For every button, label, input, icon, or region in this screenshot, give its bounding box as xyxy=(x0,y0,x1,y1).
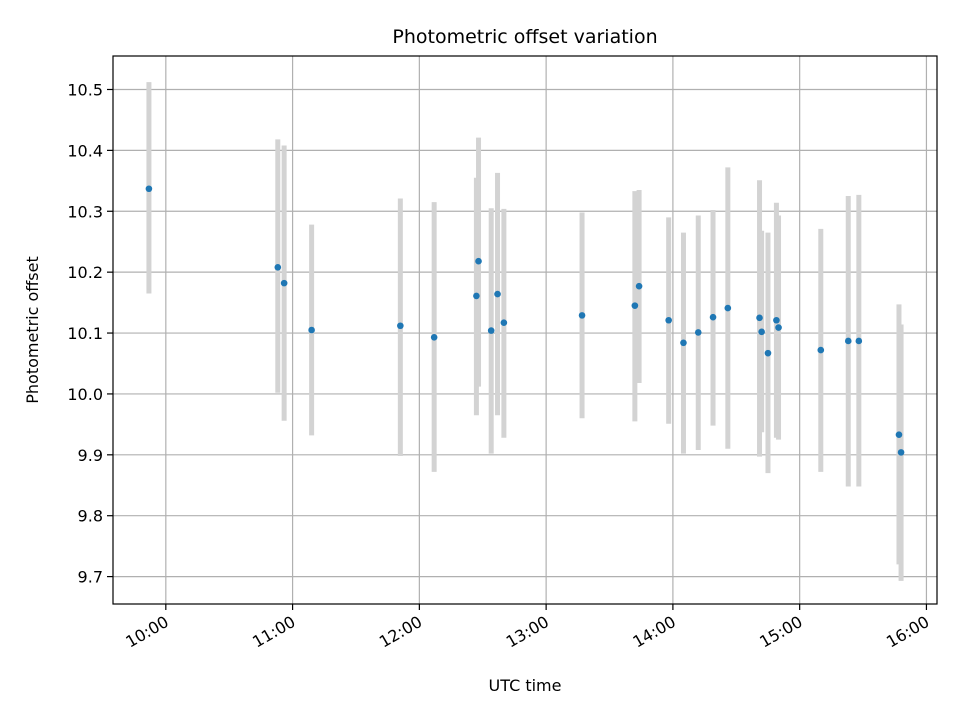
y-tick-label: 10.5 xyxy=(67,80,103,99)
data-point xyxy=(817,346,825,354)
data-point xyxy=(473,292,480,300)
data-point xyxy=(897,449,905,456)
grid xyxy=(113,56,937,604)
y-tick-label: 10.0 xyxy=(67,385,103,404)
data-point xyxy=(475,257,482,265)
data-points xyxy=(145,185,905,456)
chart-title: Photometric offset variation xyxy=(392,26,657,48)
data-point xyxy=(758,328,765,336)
data-point xyxy=(844,337,852,345)
data-point xyxy=(895,431,903,439)
y-tick-label: 10.3 xyxy=(67,202,103,221)
data-point xyxy=(578,312,586,319)
y-tick-label: 9.8 xyxy=(78,507,103,526)
data-point xyxy=(709,313,717,321)
y-tick-label: 10.4 xyxy=(67,141,103,160)
data-point xyxy=(487,327,495,334)
y-tick-label: 9.7 xyxy=(78,568,103,587)
data-point xyxy=(631,302,639,309)
data-point xyxy=(773,316,780,324)
data-point xyxy=(280,279,288,287)
data-point xyxy=(494,290,501,298)
data-point xyxy=(756,314,763,322)
data-point xyxy=(635,282,643,290)
data-point xyxy=(500,319,508,326)
data-point xyxy=(775,324,782,331)
plot-frame xyxy=(112,55,938,605)
y-tick-label: 10.1 xyxy=(67,324,103,343)
data-point xyxy=(274,263,282,271)
data-point xyxy=(855,337,863,345)
y-axis: 9.7 9.8 9.9 10.0 10.1 10.2 10.3 10.4 10.5 xyxy=(67,80,113,587)
data-point xyxy=(308,326,315,334)
data-point xyxy=(680,339,687,347)
data-point xyxy=(430,334,438,341)
y-tick-label: 9.9 xyxy=(78,446,103,465)
y-tick-label: 10.2 xyxy=(67,263,103,282)
data-point xyxy=(764,349,772,357)
x-axis-label: UTC time xyxy=(489,676,562,695)
data-point xyxy=(694,329,702,336)
data-point xyxy=(665,316,672,324)
data-point xyxy=(724,304,732,312)
data-point xyxy=(145,185,153,193)
y-axis-label: Photometric offset xyxy=(23,256,42,404)
data-point xyxy=(397,322,404,330)
